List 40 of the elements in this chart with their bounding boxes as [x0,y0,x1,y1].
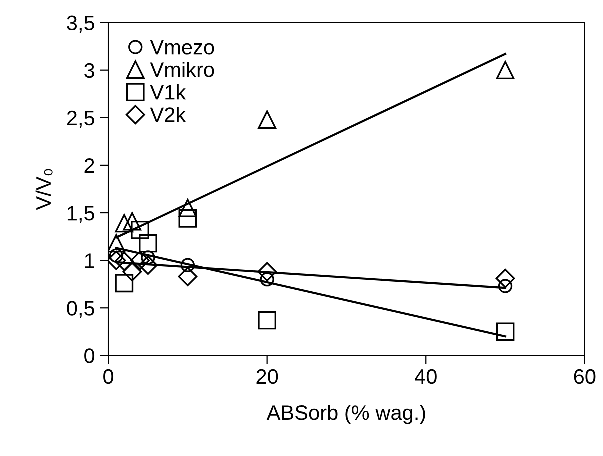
legend-label: V1k [150,84,186,100]
point [258,311,276,330]
point [130,250,150,270]
legend-label: Vmezo [150,40,214,55]
point [178,199,198,218]
y-tick-label: 1 [85,254,94,268]
y-tick-label: 2 [84,158,94,174]
x-tick-label: 40 [415,369,437,384]
y-axis-title: V/V₀ [36,169,53,210]
point [260,272,274,287]
point [114,252,134,272]
point [138,256,158,275]
point [141,250,156,265]
y-tick-label: 3 [84,63,94,78]
point [496,322,515,342]
point [115,274,134,293]
legend-label: V2k [150,107,186,122]
point [131,220,150,240]
point [258,110,276,129]
y-tick-label: 2,5 [67,110,94,128]
point [498,279,513,294]
point [115,214,134,233]
point [178,267,198,286]
x-tick-label: 60 [574,369,596,384]
legend-label: Vmikro [150,62,214,78]
point [178,210,198,228]
point [123,212,142,231]
x-tick-label: 20 [256,369,278,384]
point [139,234,158,253]
point [108,234,126,253]
point [496,61,515,80]
point [180,258,196,272]
y-tick-label: 1,5 [68,206,94,224]
y-tick-label: 0 [84,348,95,364]
x-axis-title: ABSorb (% wag.) [266,404,426,424]
point [496,268,516,288]
y-tick-label: 0,5 [67,301,94,318]
x-tick-label: 0 [104,369,114,384]
y-tick-label: 3,5 [67,16,94,34]
point [258,262,278,282]
